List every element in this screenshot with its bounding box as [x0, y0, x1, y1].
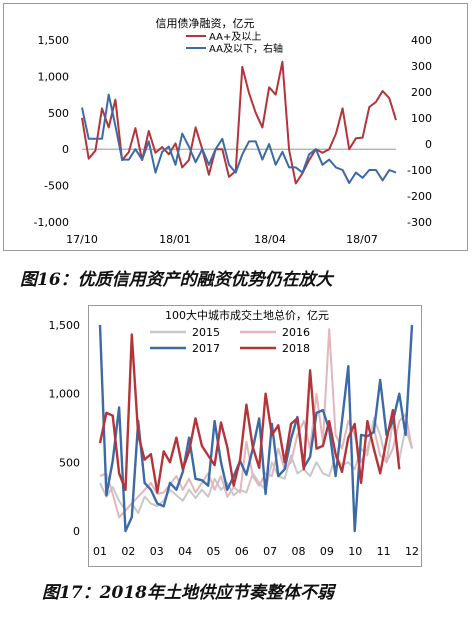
chart-2-y-tick-label: 500: [59, 456, 80, 469]
chart-1-right-tick-label: -200: [407, 190, 432, 203]
chart-2-y-tick-label: 1,000: [49, 388, 81, 401]
chart-1-right-tick-label: -300: [407, 216, 432, 229]
chart-2-x-tick-label: 01: [93, 545, 107, 558]
chart-2-x-tick-label: 04: [178, 545, 192, 558]
chart-1-series-1-line: [81, 93, 397, 184]
chart-1-right-axis: -300 -200 -100 0 100 200 300 400: [407, 34, 432, 229]
chart-2-y-axis: 0 500 1,000 1,500: [49, 319, 81, 538]
chart-1-frame: [3, 3, 468, 251]
chart-2-legend-label: 2018: [282, 342, 310, 355]
chart-1-right-tick-label: 100: [411, 112, 432, 125]
chart-1-left-tick-label: -500: [44, 180, 69, 193]
chart-2-x-tick-label: 09: [320, 545, 334, 558]
chart-1-right-tick-label: 400: [411, 34, 432, 47]
chart-2-legend-label: 2015: [192, 326, 220, 339]
chart-1-left-tick-label: -1,000: [34, 216, 69, 229]
chart-1-left-axis: -1,000 -500 0 500 1,000 1,500: [34, 34, 69, 229]
chart-2-x-tick-label: 05: [206, 545, 220, 558]
chart-2-x-tick-label: 10: [348, 545, 362, 558]
chart-1-right-tick-label: 200: [411, 86, 432, 99]
chart-2-series-2-line: [98, 324, 414, 533]
chart-2-x-tick-label: 06: [235, 545, 249, 558]
chart-2-legend: 2015 2016 2017 2018: [150, 326, 310, 355]
chart-1-x-tick-label: 18/04: [254, 233, 286, 246]
chart-2-x-tick-label: 12: [405, 545, 419, 558]
chart-2-x-tick-label: 08: [292, 545, 306, 558]
chart-1-x-tick-label: 17/10: [66, 233, 98, 246]
chart-2-x-tick-label: 11: [377, 545, 391, 558]
chart-2-y-tick-label: 1,500: [49, 319, 81, 332]
chart-1-x-axis: 17/10 18/01 18/04 18/07: [66, 233, 378, 246]
chart-1-left-tick-label: 500: [48, 107, 69, 120]
chart-1-left-tick-label: 1,000: [38, 70, 70, 83]
chart-2-series-1-line: [99, 328, 413, 519]
chart-1-legend-label: AA+及以上: [209, 31, 261, 43]
figure-17-caption: 图17：2018年土地供应节奏整体不弱: [42, 583, 334, 603]
chart-2-x-axis: 01 02 03 04 05 06 07 08 09 10 11 12: [93, 545, 419, 558]
figure-16-caption: 图16：优质信用资产的融资优势仍在放大: [20, 270, 333, 290]
chart-1-right-tick-label: -100: [407, 164, 432, 177]
chart-1-left-tick-label: 0: [62, 143, 69, 156]
chart-2-x-tick-label: 07: [263, 545, 277, 558]
chart-1-series-0-line: [81, 60, 397, 185]
chart-1-x-tick-label: 18/07: [346, 233, 378, 246]
chart-1-title: 信用债净融资，亿元: [156, 16, 255, 30]
chart-1-x-tick-label: 18/01: [159, 233, 191, 246]
chart-2-legend-label: 2017: [192, 342, 220, 355]
chart-1-legend-label: AA及以下，右轴: [209, 42, 283, 55]
chart-2-land-transaction-value: 100大中城市成交土地总价，亿元 2015 2016 2017 2018 0 500 1,…: [49, 308, 420, 558]
chart-2-series-3-line: [98, 333, 401, 494]
chart-1-left-tick-label: 1,500: [38, 34, 70, 47]
chart-1-right-tick-label: 300: [411, 60, 432, 73]
chart-2-legend-label: 2016: [282, 326, 310, 339]
chart-2-title: 100大中城市成交土地总价，亿元: [165, 308, 329, 322]
chart-2-x-tick-label: 03: [150, 545, 164, 558]
chart-1-right-tick-label: 0: [425, 138, 432, 151]
chart-2-y-tick-label: 0: [73, 525, 80, 538]
chart-2-x-tick-label: 02: [121, 545, 135, 558]
